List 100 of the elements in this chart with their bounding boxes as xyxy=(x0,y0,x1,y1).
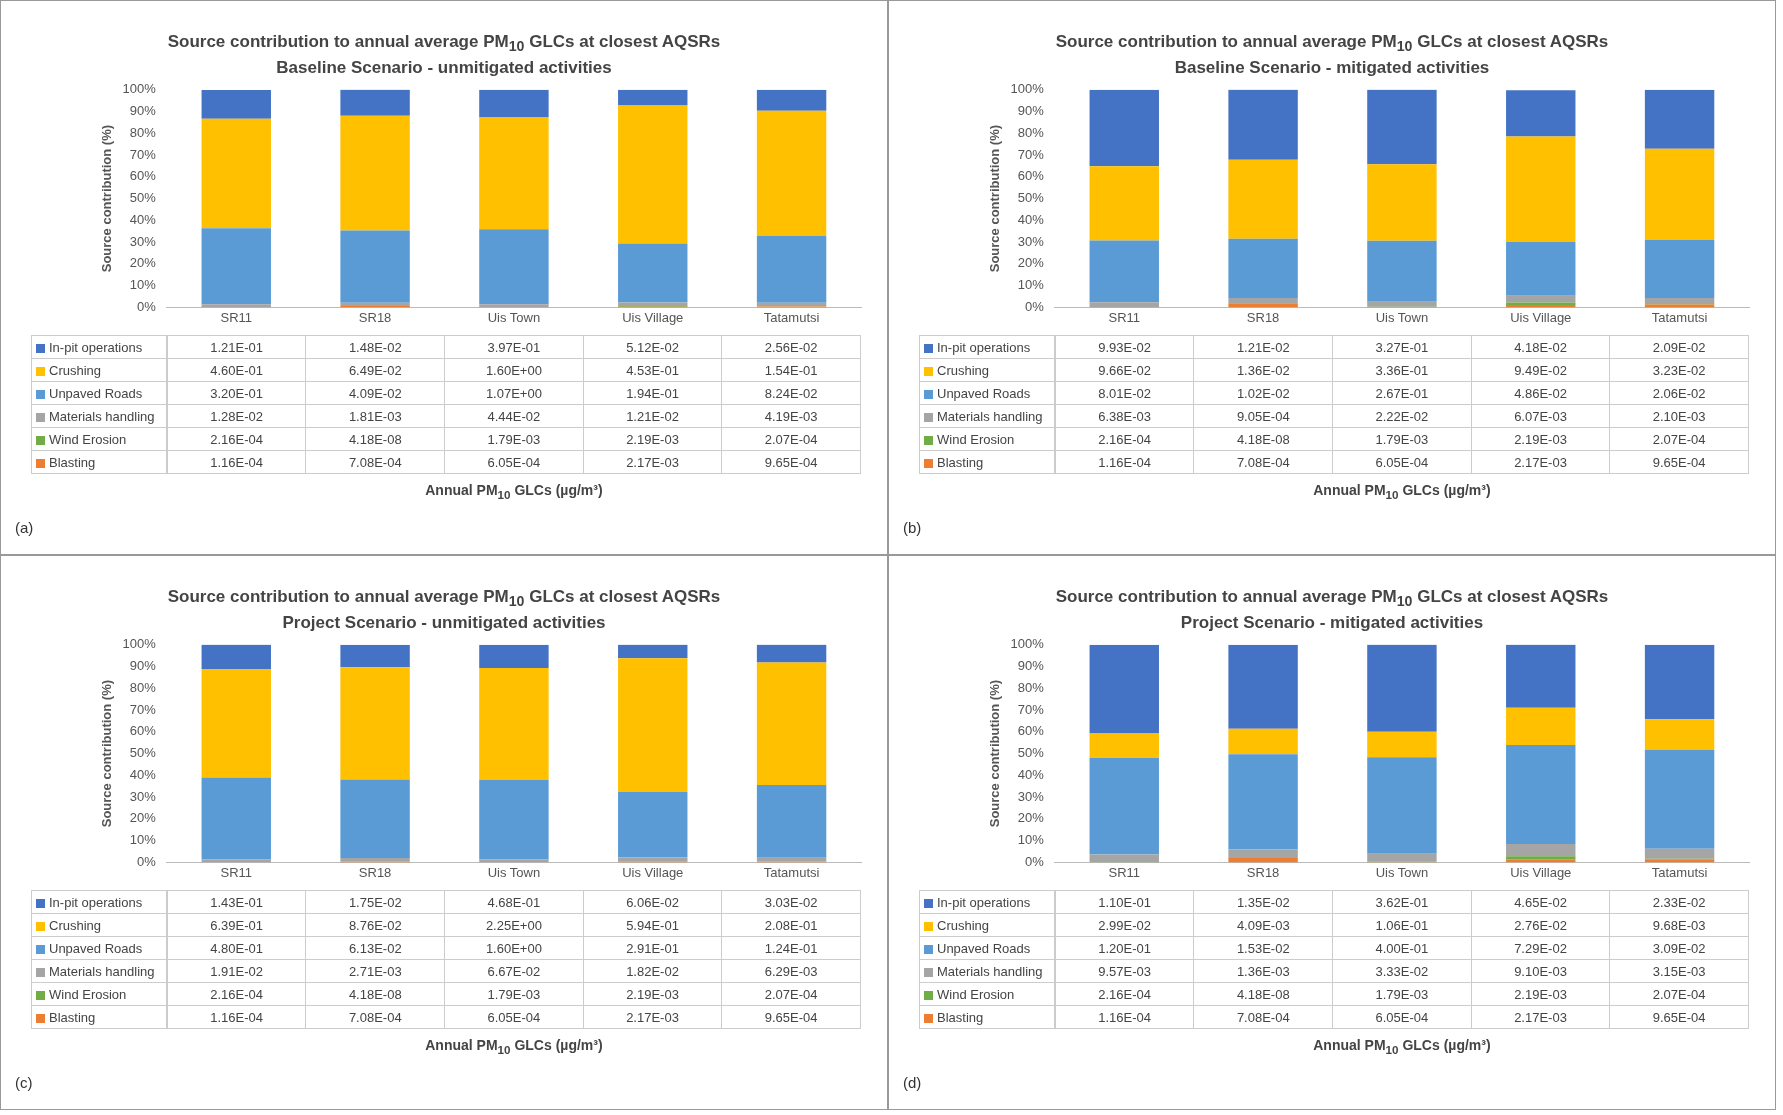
y-tick-label: 10% xyxy=(129,832,157,848)
text: 1.91E-02 xyxy=(167,959,306,983)
y-tick-label: 70% xyxy=(1017,702,1045,718)
text: 2.16E-04 xyxy=(167,427,306,451)
legend-label: Blasting xyxy=(919,450,1055,474)
text: 5.94E-01 xyxy=(583,913,722,937)
legend-label: In-pit operations xyxy=(919,335,1055,359)
y-tick-label: 90% xyxy=(1017,103,1045,119)
text: 4.18E-08 xyxy=(1193,982,1333,1006)
text: 1.81E-03 xyxy=(305,404,445,428)
y-tick-label: 90% xyxy=(1017,658,1045,674)
legend-label: In-pit operations xyxy=(919,890,1055,914)
text: 2.25E+00 xyxy=(444,913,584,937)
x-tick-label: Tatamutsi xyxy=(763,865,820,881)
legend-label: Unpaved Roads xyxy=(31,936,167,960)
text: 1.36E-03 xyxy=(1193,959,1333,983)
text: 1.75E-02 xyxy=(305,890,445,914)
text: 4.00E-01 xyxy=(1332,936,1472,960)
text: 3.09E-02 xyxy=(1609,936,1749,960)
text: 4.09E-03 xyxy=(1193,913,1333,937)
text: Annual PM$_{10}$ GLCs (µg/m³) xyxy=(424,482,604,501)
legend-label: Crushing xyxy=(31,913,167,937)
x-tick-label: Tatamutsi xyxy=(763,310,820,326)
y-tick-label: 80% xyxy=(1017,125,1045,141)
text: 4.86E-02 xyxy=(1471,381,1610,405)
text: 4.18E-08 xyxy=(305,982,445,1006)
text: 4.65E-02 xyxy=(1471,890,1610,914)
text: 4.53E-01 xyxy=(583,358,722,382)
x-tick-label: Uis Village xyxy=(1510,865,1572,881)
text: 3.03E-02 xyxy=(721,890,861,914)
text: 2.16E-04 xyxy=(1055,427,1194,451)
text: 2.07E-04 xyxy=(1609,427,1749,451)
legend-label: Blasting xyxy=(31,450,167,474)
text: (c) xyxy=(15,1074,33,1091)
text: 1.20E-01 xyxy=(1055,936,1194,960)
text: 9.65E-04 xyxy=(1609,450,1749,474)
text: 8.01E-02 xyxy=(1055,381,1194,405)
text: 2.19E-03 xyxy=(583,427,722,451)
legend-label: Materials handling xyxy=(31,404,167,428)
text: 1.79E-03 xyxy=(1332,427,1472,451)
text: 2.19E-03 xyxy=(583,982,722,1006)
legend-label: Wind Erosion xyxy=(31,427,167,451)
legend-label: Wind Erosion xyxy=(31,982,167,1006)
y-tick-label: 0% xyxy=(1025,854,1045,870)
text: 3.62E-01 xyxy=(1332,890,1472,914)
text: 1.10E-01 xyxy=(1055,890,1194,914)
text: 2.17E-03 xyxy=(1471,450,1610,474)
x-tick-label: SR18 xyxy=(358,310,392,326)
y-tick-label: 100% xyxy=(122,636,157,652)
legend-label: Unpaved Roads xyxy=(919,936,1055,960)
chart-title: Source contribution to annual average PM$_{10}$ GLCs at closest AQSRs xyxy=(1054,586,1610,612)
text: 2.19E-03 xyxy=(1471,982,1610,1006)
text: 1.53E-02 xyxy=(1193,936,1333,960)
y-tick-label: 60% xyxy=(129,723,157,739)
text: 5.12E-02 xyxy=(583,335,722,359)
text: 3.20E-01 xyxy=(167,381,306,405)
x-tick-label: Uis Town xyxy=(1375,310,1429,326)
chart-subtitle: Baseline Scenario - unmitigated activities xyxy=(275,57,613,80)
x-tick-label: SR11 xyxy=(220,865,253,881)
text: 3.23E-02 xyxy=(1609,358,1749,382)
text: 7.08E-04 xyxy=(305,450,445,474)
chart-title: Source contribution to annual average PM$_{10}$ GLCs at closest AQSRs xyxy=(1054,31,1610,57)
text: 2.07E-04 xyxy=(1609,982,1749,1006)
y-axis-title: Source contribution (%) xyxy=(987,125,1003,273)
text: 2.22E-02 xyxy=(1332,404,1472,428)
y-tick-label: 40% xyxy=(1017,767,1045,783)
text: 2.10E-03 xyxy=(1609,404,1749,428)
text: 6.49E-02 xyxy=(305,358,445,382)
text: 6.38E-03 xyxy=(1055,404,1194,428)
x-tick-label: Uis Village xyxy=(1510,310,1572,326)
text: 4.09E-02 xyxy=(305,381,445,405)
text: 1.21E-02 xyxy=(1193,335,1333,359)
text: 6.29E-03 xyxy=(721,959,861,983)
text: 6.05E-04 xyxy=(444,450,584,474)
text: 9.65E-04 xyxy=(721,1005,861,1029)
y-tick-label: 90% xyxy=(129,103,157,119)
text: 3.33E-02 xyxy=(1332,959,1472,983)
x-tick-label: Tatamutsi xyxy=(1651,310,1708,326)
text: 1.28E-02 xyxy=(167,404,306,428)
text: 2.17E-03 xyxy=(1471,1005,1610,1029)
text: 1.94E-01 xyxy=(583,381,722,405)
y-tick-label: 40% xyxy=(129,767,157,783)
x-tick-label: SR11 xyxy=(1108,865,1141,881)
text: 4.44E-02 xyxy=(444,404,584,428)
text: 6.05E-04 xyxy=(444,1005,584,1029)
x-tick-label: SR18 xyxy=(1246,865,1280,881)
text: 9.93E-02 xyxy=(1055,335,1194,359)
text: 4.18E-08 xyxy=(305,427,445,451)
y-tick-label: 100% xyxy=(122,81,157,97)
text: 2.06E-02 xyxy=(1609,381,1749,405)
chart-subtitle: Baseline Scenario - mitigated activities xyxy=(1173,57,1491,80)
y-tick-label: 20% xyxy=(1017,810,1045,826)
text: 6.05E-04 xyxy=(1332,450,1472,474)
text: 3.27E-01 xyxy=(1332,335,1472,359)
x-tick-label: Uis Town xyxy=(1375,865,1429,881)
text: 6.05E-04 xyxy=(1332,1005,1472,1029)
legend-label: Crushing xyxy=(919,358,1055,382)
text: 7.08E-04 xyxy=(1193,450,1333,474)
x-tick-label: SR11 xyxy=(1108,310,1141,326)
text: 2.08E-01 xyxy=(721,913,861,937)
